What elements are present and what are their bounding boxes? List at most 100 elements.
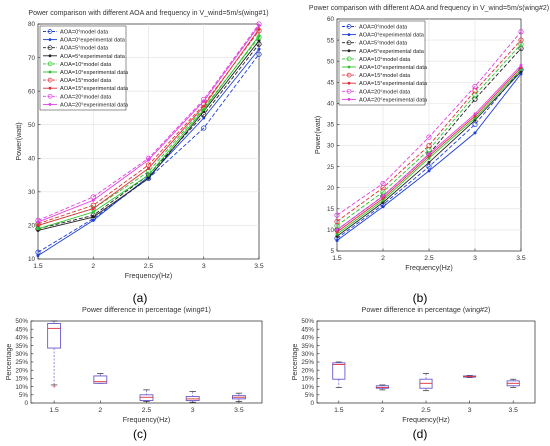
box-0 — [332, 361, 346, 388]
data-point — [147, 176, 150, 180]
y-tick-label: 70 — [28, 55, 36, 62]
series-line — [37, 30, 260, 225]
y-tick-label: 20% — [301, 367, 314, 374]
panel-caption: (d) — [413, 427, 428, 441]
data-point — [257, 39, 261, 43]
data-point — [91, 215, 95, 219]
y-tick-label: 15% — [301, 376, 314, 383]
legend-marker — [48, 86, 52, 90]
legend-label: AOA=20°model data — [60, 94, 112, 100]
x-tick-label: 2.5 — [144, 263, 154, 270]
legend-marker — [48, 103, 52, 106]
data-point — [519, 63, 523, 67]
box-3 — [463, 375, 477, 378]
legend-label: AOA=10°model data — [60, 62, 112, 68]
x-tick-label: 2 — [381, 255, 385, 262]
legend-label: AOA=5°experimental data — [359, 49, 425, 55]
legend-marker — [47, 61, 53, 67]
box-3 — [185, 391, 200, 403]
panel-caption: (c) — [133, 427, 147, 441]
x-tick-label: 3 — [473, 255, 477, 262]
y-axis-label: Power(watt) — [313, 116, 322, 154]
series-5 — [335, 68, 523, 236]
y-tick-label: 0 — [310, 400, 314, 407]
legend-label: AOA=15°experimental data — [359, 81, 428, 87]
series-1 — [335, 72, 523, 242]
data-point — [381, 198, 385, 202]
data-point — [472, 83, 478, 90]
y-tick-label: 30 — [327, 143, 335, 150]
legend-label: AOA=5°model data — [359, 41, 408, 47]
y-tick-label: 15 — [327, 206, 335, 213]
legend-marker — [47, 77, 53, 83]
legend-marker — [48, 38, 52, 41]
y-tick-label: 25 — [327, 164, 335, 171]
data-point — [91, 198, 95, 202]
panel-d-box-plot: Power difference in percentage (wing#2) 0… — [290, 305, 536, 441]
x-tick-label: 2.5 — [142, 407, 152, 414]
iqr-box — [93, 375, 108, 384]
iqr-box — [332, 362, 346, 380]
legend-label: AOA=20°experimental data — [60, 102, 129, 108]
data-point — [202, 99, 206, 103]
legend-marker — [347, 81, 351, 85]
data-point — [427, 160, 431, 164]
y-tick-label: 20 — [327, 185, 335, 192]
data-point — [91, 218, 95, 222]
legend-marker — [347, 49, 351, 53]
data-point — [427, 169, 431, 173]
y-axis-label: Power(watt) — [14, 122, 23, 160]
data-point — [381, 200, 385, 204]
y-tick-label: 10 — [28, 256, 36, 263]
x-tick-label: 3.5 — [234, 407, 244, 414]
box-1 — [375, 384, 389, 391]
legend-label: AOA=0°model data — [359, 25, 408, 31]
data-point — [335, 234, 339, 238]
legend-marker — [346, 40, 352, 46]
data-point — [257, 34, 261, 38]
legend-marker — [346, 56, 352, 62]
data-point — [335, 232, 339, 236]
data-point — [147, 158, 150, 162]
legend-label: AOA=5°experimental data — [60, 54, 126, 60]
series-line — [336, 69, 522, 239]
legend-marker — [48, 70, 52, 74]
legend-marker — [47, 45, 53, 51]
x-tick-label: 3.5 — [254, 263, 264, 270]
y-tick-label: 55 — [327, 37, 335, 44]
y-tick-label: 60 — [327, 16, 335, 23]
y-tick-label: 25% — [15, 359, 28, 366]
iqr-box — [47, 323, 62, 349]
legend-label: AOA=15°model data — [60, 78, 112, 84]
y-tick-label: 0 — [24, 400, 28, 407]
data-point — [257, 27, 261, 31]
legend-label: AOA=0°experimental data — [359, 33, 425, 39]
data-point — [91, 207, 95, 211]
data-point — [426, 134, 432, 140]
legend-label: AOA=20°experimental data — [359, 97, 428, 103]
box-2 — [419, 373, 433, 392]
data-point — [335, 238, 339, 242]
y-tick-label: 50 — [327, 58, 335, 65]
x-axis-label: Frequency(Hz) — [405, 263, 453, 272]
data-point — [473, 131, 477, 135]
y-tick-label: 45 — [327, 79, 335, 86]
data-point — [426, 142, 432, 149]
legend-marker — [347, 98, 351, 101]
data-point — [427, 152, 431, 156]
data-point — [334, 212, 340, 218]
legend-label: AOA=10°experimental data — [60, 70, 129, 76]
panel-a-line-chart: Power comparison with different AOA and … — [14, 10, 269, 305]
y-tick-label: 30% — [15, 351, 28, 358]
series-5 — [36, 34, 261, 231]
series-line — [336, 44, 522, 227]
legend-marker — [346, 88, 352, 94]
y-tick-label: 5% — [305, 392, 315, 399]
chart-title: Power difference in percentage (wing#1) — [82, 305, 211, 314]
box-1 — [93, 373, 108, 384]
data-point — [380, 180, 386, 187]
x-tick-label: 1.5 — [334, 407, 344, 414]
data-point — [518, 37, 524, 43]
y-tick-label: 50% — [301, 318, 314, 325]
y-tick-label: 25% — [301, 359, 314, 366]
